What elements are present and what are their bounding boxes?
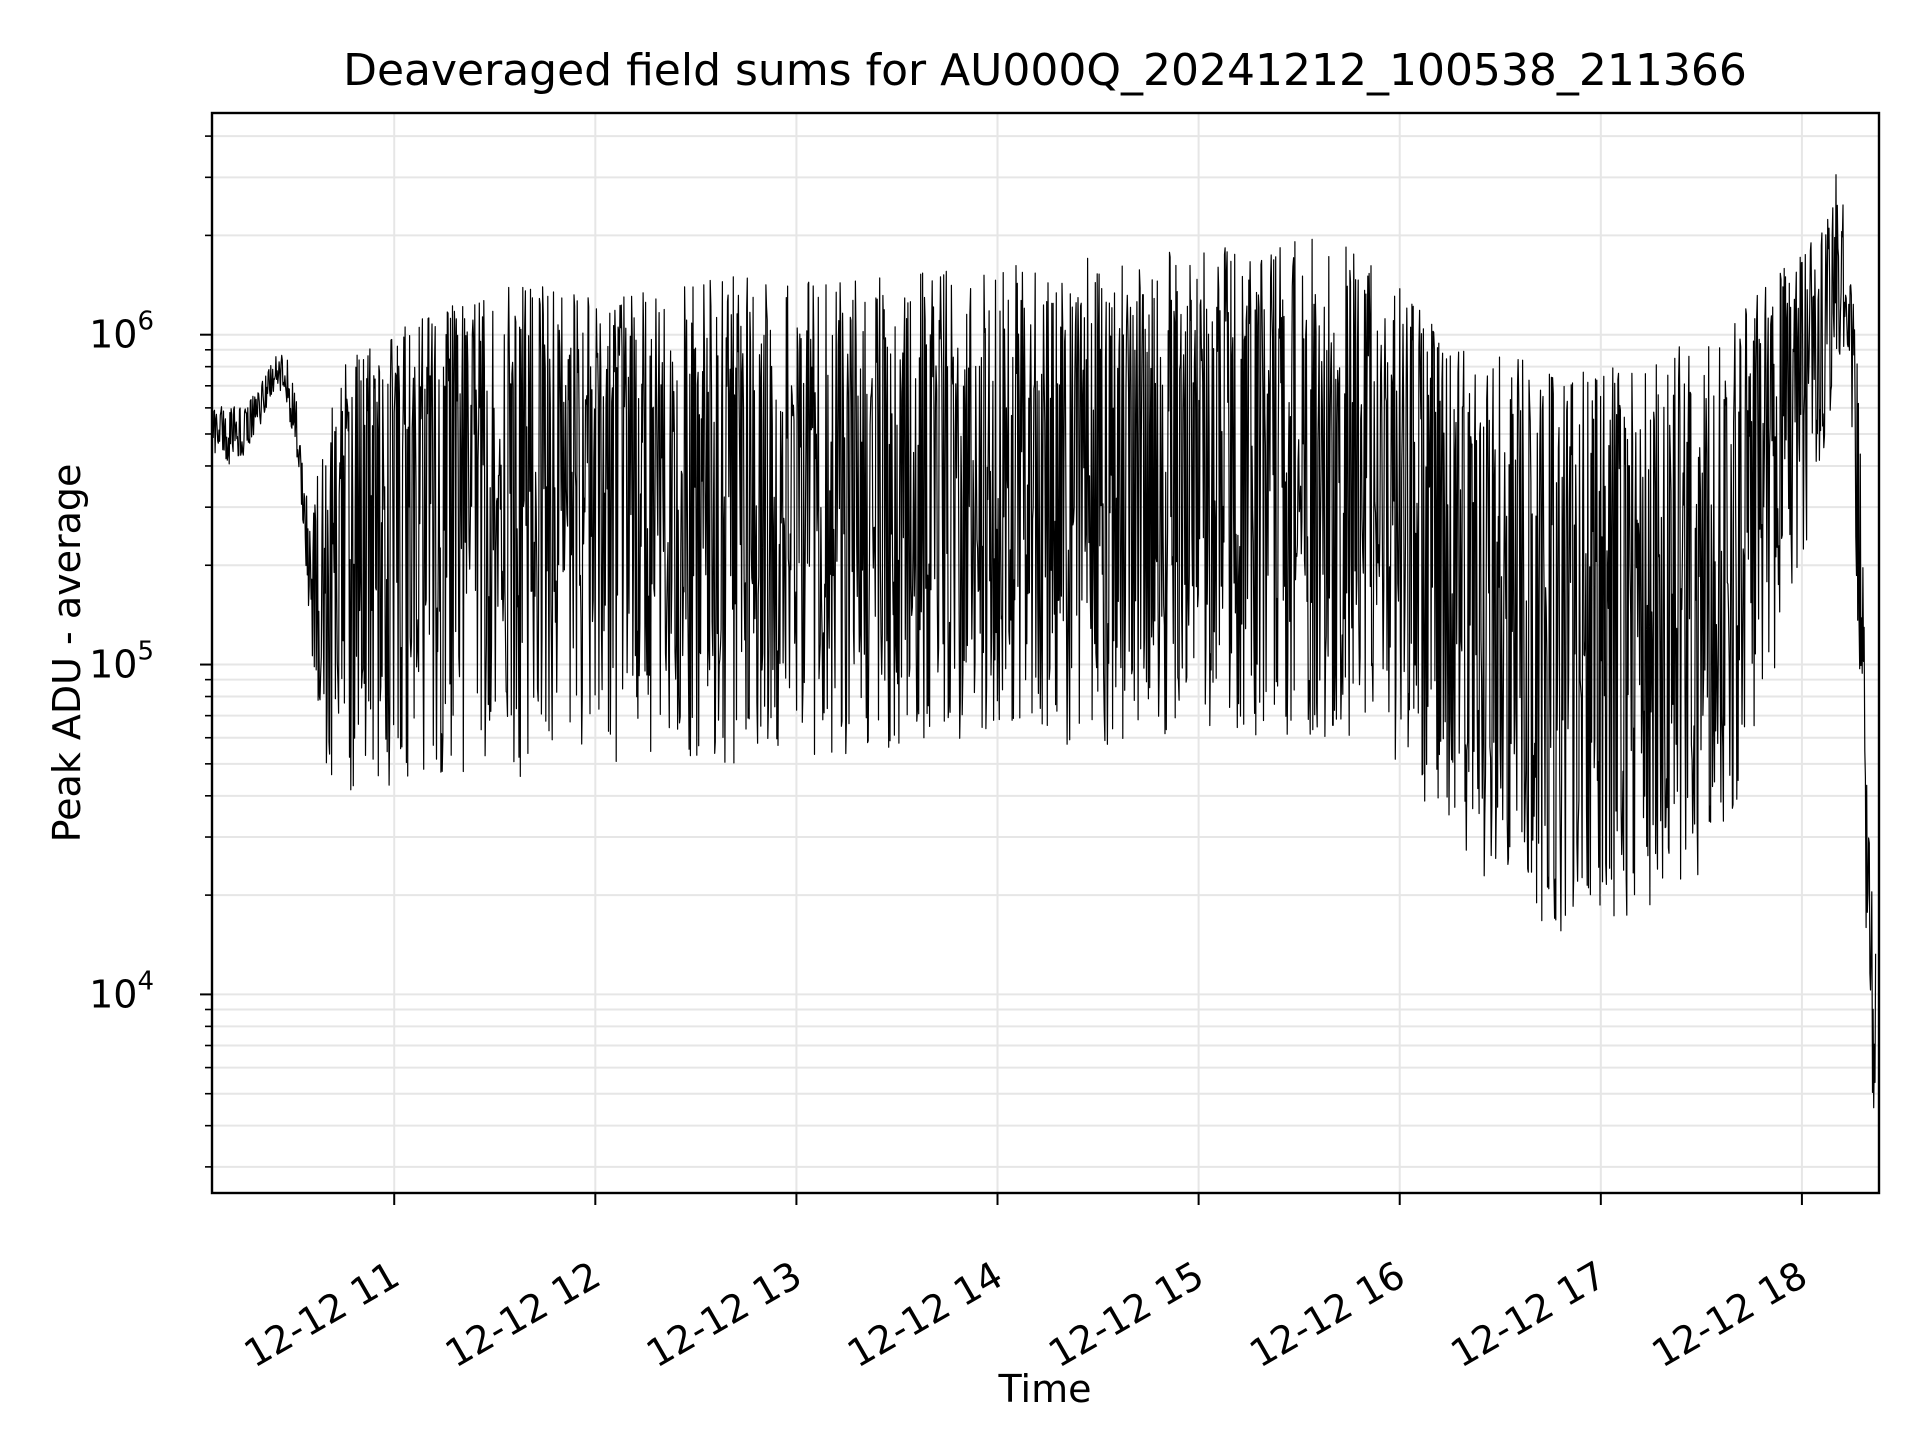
y-tick-label: 104	[89, 966, 154, 1016]
series-line	[212, 174, 1877, 1109]
y-tick-label: 106	[89, 307, 154, 357]
y-tick-label: 105	[89, 637, 154, 687]
chart-title: Deaveraged field sums for AU000Q_2024121…	[343, 45, 1747, 96]
y-axis-label: Peak ADU - average	[45, 464, 89, 843]
x-axis-label: Time	[998, 1367, 1092, 1411]
series-line-path	[212, 174, 1877, 1109]
y-axis: 104 105 106	[89, 135, 212, 1168]
axes-frame	[210, 111, 1881, 1195]
